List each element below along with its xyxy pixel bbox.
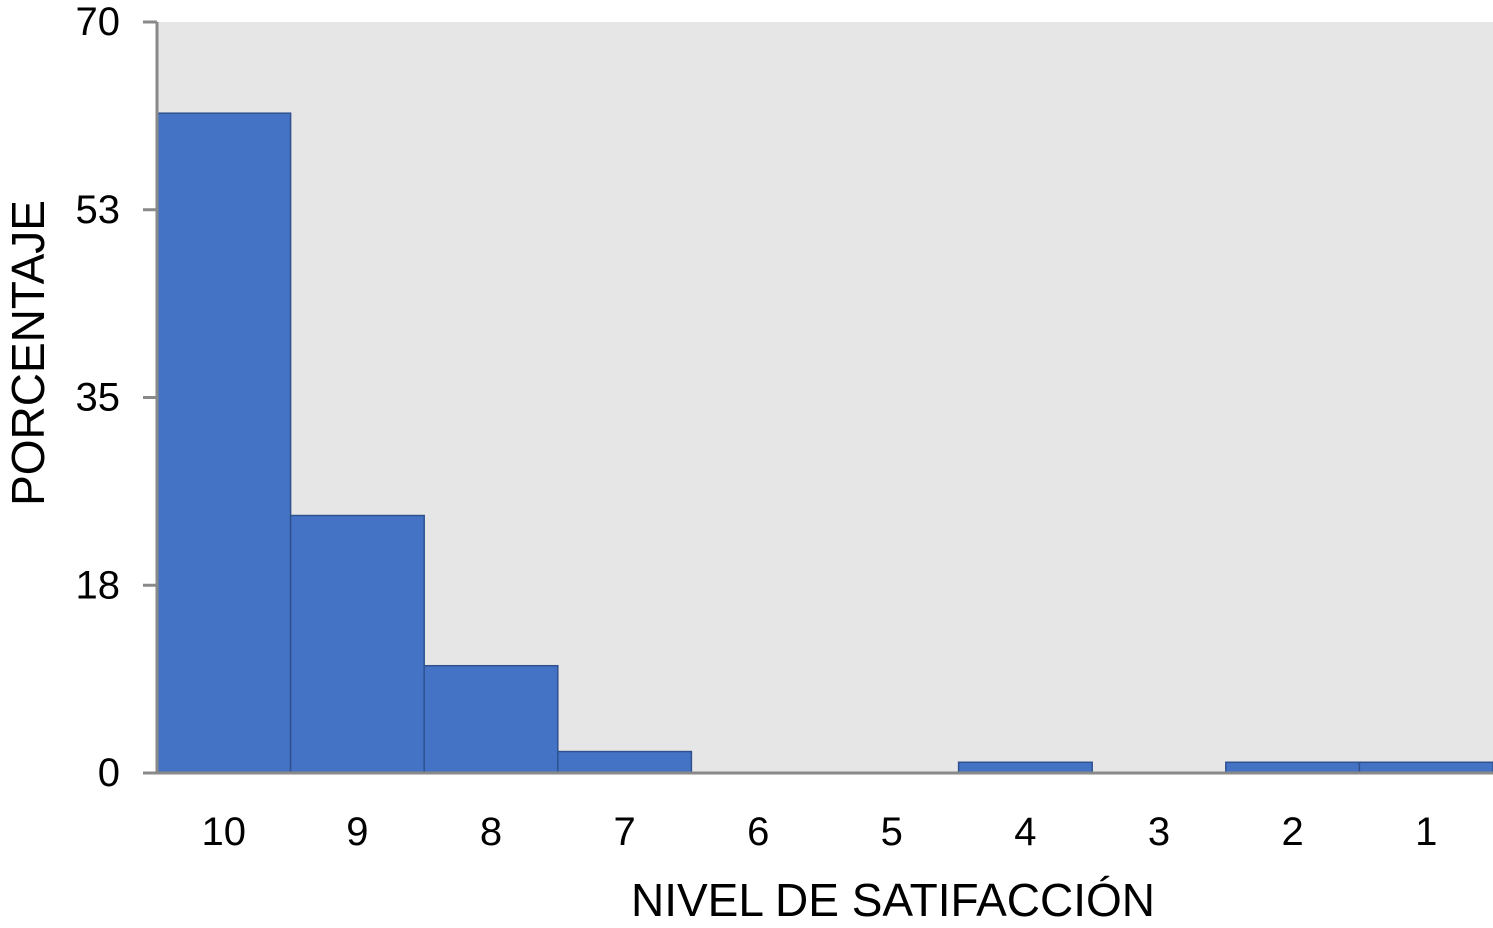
x-tick-label: 7 [613,810,635,854]
bar-2 [1225,761,1361,774]
x-ticks-group: 10 9 8 7 6 5 4 3 2 1 [202,810,1438,854]
y-tick-label: 53 [76,188,121,232]
y-tick-label: 70 [76,0,121,44]
x-tick-label: 1 [1415,810,1437,854]
bar-4 [957,761,1093,774]
y-tick-label: 18 [76,563,121,607]
y-tick-label: 35 [76,376,121,420]
bar-10 [156,112,292,774]
x-tick-label: 8 [480,810,502,854]
bar-7 [557,750,693,774]
x-tick-label: 10 [202,810,247,854]
bar-9 [289,514,425,774]
y-axis-title: PORCENTAJE [2,200,54,506]
y-tick-label: 0 [98,751,120,795]
x-axis-title: NIVEL DE SATIFACCIÓN [631,874,1155,926]
x-tick-label: 3 [1148,810,1170,854]
x-tick-label: 9 [346,810,368,854]
x-tick-label: 5 [881,810,903,854]
bar-1 [1358,761,1493,774]
y-ticks-group: 0 18 35 53 70 [76,0,157,795]
bars-group [156,112,1493,774]
x-tick-label: 6 [747,810,769,854]
x-tick-label: 2 [1281,810,1303,854]
bar-8 [423,664,559,774]
x-tick-label: 4 [1014,810,1036,854]
